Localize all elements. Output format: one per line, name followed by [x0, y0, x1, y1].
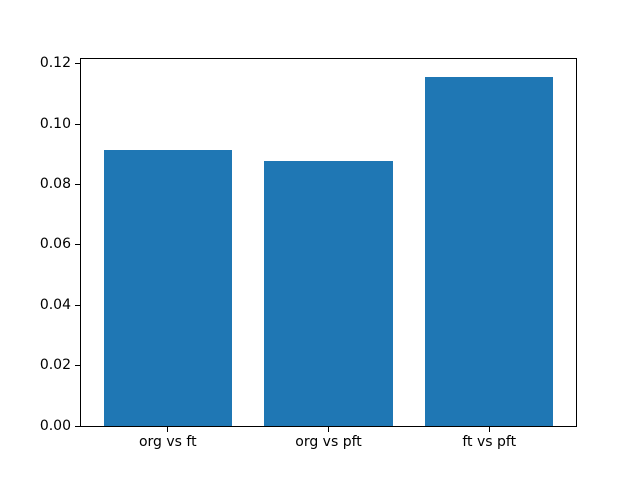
- x-tick-mark: [328, 427, 329, 432]
- y-tick-mark: [75, 63, 80, 65]
- y-tick-label: 0.08: [39, 176, 71, 193]
- bar-org-vs-pft: [264, 161, 393, 426]
- bar-org-vs-ft: [103, 149, 233, 426]
- y-tick-label: 0.00: [39, 417, 71, 434]
- y-tick-mark: [75, 123, 80, 125]
- y-tick-label: 0.02: [39, 357, 71, 374]
- y-tick-mark: [75, 184, 80, 186]
- y-tick-mark: [75, 365, 80, 367]
- plot-area: 0.00 0.02 0.04 0.06 0.08 0.10 0.12 org vs ft org…: [40, 55, 577, 450]
- x-tick-mark: [167, 427, 169, 432]
- x-tick-label: org vs ft: [138, 434, 197, 450]
- x-tick-label: ft vs pft: [462, 434, 517, 450]
- bar-ft-vs-pft: [424, 76, 554, 426]
- y-tick-label: 0.06: [39, 236, 71, 253]
- x-tick-label: org vs pft: [295, 434, 362, 450]
- y-tick-label: 0.12: [39, 55, 71, 72]
- y-tick-mark: [75, 244, 80, 246]
- y-tick-mark: [75, 304, 80, 306]
- y-tick-mark: [75, 425, 80, 427]
- y-tick-label: 0.10: [39, 115, 71, 132]
- y-tick-label: 0.04: [39, 296, 71, 313]
- x-tick-mark: [488, 427, 490, 432]
